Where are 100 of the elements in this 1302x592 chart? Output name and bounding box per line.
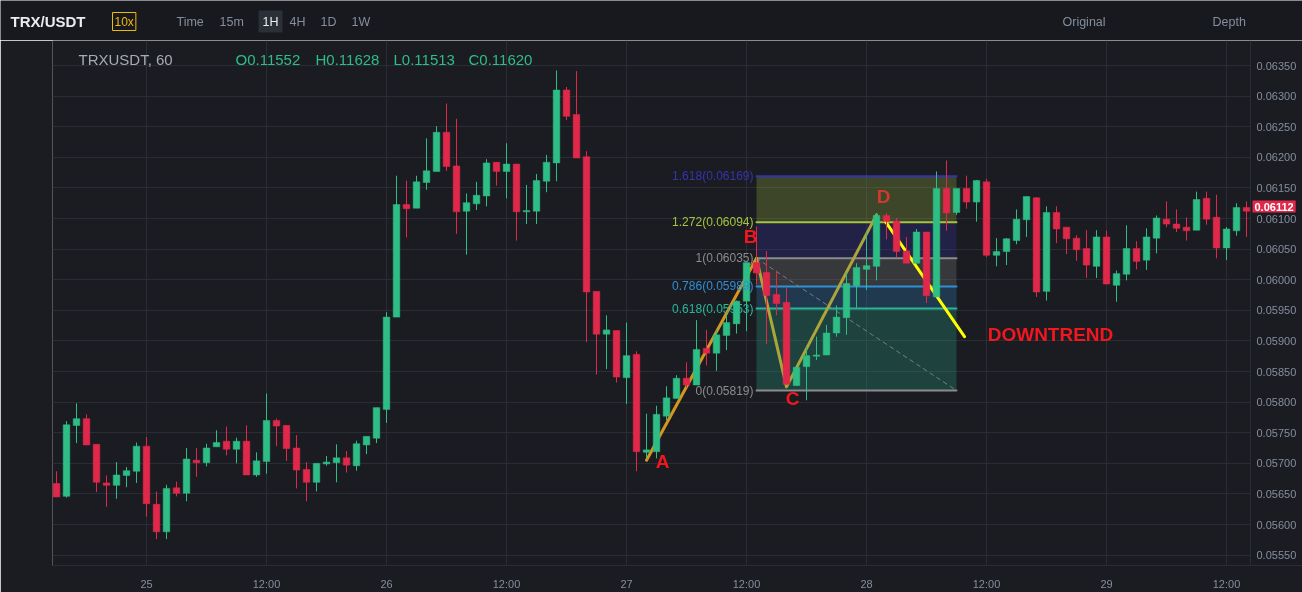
candlestick — [1182, 216, 1191, 242]
candlestick — [522, 184, 531, 225]
candlestick — [862, 230, 871, 291]
candlestick — [52, 470, 61, 498]
annotation: L0.11513 — [393, 51, 455, 68]
candlestick — [1202, 191, 1211, 226]
candlestick — [882, 212, 891, 240]
x-tick-label: 12:00 — [1212, 577, 1241, 590]
candlestick — [422, 137, 431, 191]
candlestick — [702, 329, 711, 366]
annotation: DOWNTREND — [987, 324, 1114, 345]
candlestick — [952, 188, 961, 216]
candlestick — [812, 336, 821, 361]
candlestick — [72, 402, 81, 444]
candlestick — [202, 443, 211, 467]
x-tick-label: 12:00 — [252, 577, 281, 590]
y-tick-label: 0.05900 — [1256, 334, 1297, 347]
candlestick — [352, 440, 361, 472]
series-label: 0(0.05819) — [695, 383, 754, 398]
candlestick — [1162, 200, 1171, 228]
y-tick-label: 0.05600 — [1256, 518, 1297, 531]
candlestick — [1052, 205, 1061, 244]
candlestick — [112, 461, 121, 500]
x-tick-label: 25 — [140, 577, 153, 590]
candlestick — [992, 237, 1001, 267]
annotation: A — [655, 451, 670, 472]
x-tick-label: 12:00 — [972, 577, 1001, 590]
text: 15m — [219, 14, 244, 29]
candlestick — [902, 236, 911, 264]
text: Time — [176, 14, 204, 29]
candlestick — [622, 322, 631, 405]
annotation: H0.11628 — [315, 51, 380, 68]
candlestick — [1112, 270, 1121, 303]
text: Original — [1062, 14, 1106, 29]
candlestick — [1132, 240, 1141, 270]
text: 4H — [289, 14, 306, 29]
candlestick — [792, 366, 801, 387]
candlestick — [662, 385, 671, 421]
candlestick — [972, 179, 981, 223]
y-tick-label: 0.06250 — [1256, 120, 1297, 133]
y-tick-label: 0.05950 — [1256, 304, 1297, 317]
text: 1W — [351, 14, 371, 29]
candlestick — [302, 461, 311, 502]
text: Depth — [1212, 14, 1246, 29]
y-tick-label: 0.06300 — [1256, 90, 1297, 103]
candlestick — [672, 374, 681, 399]
annotation: C — [785, 388, 800, 409]
candlestick — [292, 434, 301, 489]
annotation: C0.11620 — [468, 51, 533, 68]
text: TRXUSDT, 60 — [78, 51, 173, 68]
candlestick — [722, 314, 731, 351]
x-tick-label: 29 — [1100, 577, 1113, 590]
candlestick — [252, 451, 261, 478]
candlestick — [192, 447, 201, 478]
candlestick — [712, 328, 721, 372]
x-tick-label: 28 — [860, 577, 873, 590]
y-tick-label: 0.05800 — [1256, 396, 1297, 409]
candlestick — [1232, 202, 1241, 237]
annotation: O0.11552 — [235, 51, 301, 68]
candlestick — [492, 161, 501, 187]
chart-title: TRX/USDT — [10, 13, 86, 30]
candlestick — [1242, 200, 1251, 238]
candlestick — [642, 413, 651, 459]
x-tick-label: 27 — [620, 577, 633, 590]
y-tick-label: 0.06200 — [1256, 151, 1297, 164]
x-tick-label: 12:00 — [732, 577, 761, 590]
candlestick — [1062, 226, 1071, 255]
candlestick — [222, 426, 231, 456]
text: 1D — [320, 14, 337, 29]
y-tick-label: 0.05650 — [1256, 487, 1297, 500]
candlestick — [1002, 237, 1011, 266]
series-label: 1.272(0.06094) — [672, 215, 754, 230]
y-tick-label: 0.05550 — [1256, 549, 1297, 562]
candlestick — [852, 262, 861, 309]
candlestick — [102, 475, 111, 508]
candlestick — [602, 314, 611, 370]
series-label: 1(0.06035) — [695, 251, 754, 266]
y-tick-label: 0.06000 — [1256, 273, 1297, 286]
candlestick — [472, 181, 481, 211]
candlestick — [502, 142, 511, 199]
y-tick-label: 0.05850 — [1256, 365, 1297, 378]
candlestick — [462, 192, 471, 256]
y-tick-label: 0.06100 — [1256, 212, 1297, 225]
candlestick — [1172, 208, 1181, 233]
candlestick — [962, 175, 971, 210]
candlestick — [1012, 208, 1021, 245]
y-tick-label: 0.05700 — [1256, 457, 1297, 470]
candlestick — [342, 450, 351, 473]
candlestick — [822, 324, 831, 356]
x-tick-label: 12:00 — [492, 577, 521, 590]
candlestick — [1152, 215, 1161, 254]
candlestick — [122, 466, 131, 488]
candlestick — [802, 346, 811, 401]
candlestick — [332, 443, 341, 483]
candlestick — [772, 270, 781, 316]
y-tick-label: 0.06350 — [1256, 59, 1297, 72]
candlestick — [1072, 234, 1081, 262]
candlestick — [542, 154, 551, 193]
candlestick — [832, 304, 841, 338]
candlestick — [1022, 196, 1031, 238]
